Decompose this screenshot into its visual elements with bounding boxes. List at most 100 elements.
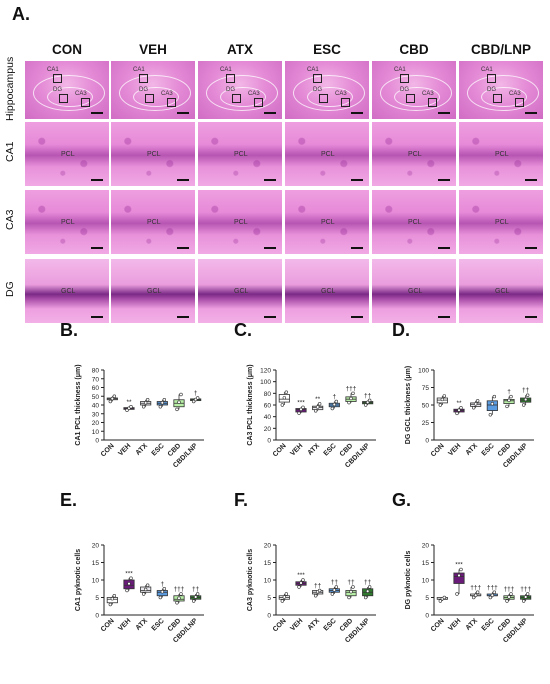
significance-mark: † (333, 394, 337, 401)
data-point (141, 405, 146, 409)
significance-mark: ††† (504, 586, 515, 593)
significance-mark: † (507, 389, 511, 396)
significance-mark: ††† (470, 584, 481, 591)
region-box (254, 98, 263, 107)
region-box (493, 94, 502, 103)
data-point (110, 597, 115, 601)
region-label: CA1 (307, 67, 319, 73)
micrograph-tile: PCL (371, 121, 457, 187)
y-tick-label: 50 (422, 403, 430, 410)
data-point (438, 403, 443, 407)
data-point (507, 398, 511, 403)
significance-mark: ** (456, 400, 462, 407)
micrograph-tile: PCL (284, 121, 370, 187)
y-tick-label: 20 (92, 420, 100, 427)
layer-label: PCL (321, 219, 335, 226)
micrograph-tile: PCL (458, 121, 544, 187)
y-tick-label: 0 (267, 613, 271, 620)
panel-letter: F. (234, 490, 248, 510)
scale-bar (351, 247, 363, 249)
y-tick-label: 100 (260, 379, 271, 386)
region-box (226, 74, 235, 83)
data-point (141, 592, 146, 596)
data-point (175, 601, 179, 605)
scale-bar (264, 247, 276, 249)
y-tick-label: 0 (95, 613, 99, 620)
data-point (459, 406, 463, 410)
data-point (112, 394, 117, 398)
data-point (297, 411, 301, 415)
data-point (492, 590, 497, 594)
data-point (505, 404, 509, 409)
x-tick-label: ATX (135, 442, 150, 457)
data-point (367, 398, 372, 403)
region-box (515, 98, 524, 107)
scale-bar (525, 247, 537, 249)
data-point (145, 398, 150, 402)
x-tick-label: VEH (447, 442, 462, 457)
y-tick-label: 10 (422, 578, 430, 585)
micrograph-tile: GCL (24, 258, 110, 324)
micrograph-tile: GCL (458, 258, 544, 324)
region-box (81, 98, 90, 107)
y-axis-label: CA3 PCL thickness (μm) (247, 364, 254, 445)
chart-panel-4: F. 0 5 10 15 20 CA3 pyknotic cells CON *** VEH †† A… (234, 490, 376, 644)
y-tick-label: 70 (92, 376, 100, 383)
data-point (442, 394, 447, 398)
data-point (179, 592, 183, 596)
data-point (129, 405, 133, 409)
group-header-1: VEH (139, 42, 167, 57)
panel-letter: C. (234, 320, 252, 340)
data-point (301, 405, 305, 410)
panel-letter: G. (392, 490, 411, 510)
data-point (162, 587, 167, 591)
significance-mark: †† (347, 579, 355, 586)
data-point (351, 585, 355, 589)
layer-label: PCL (234, 151, 248, 158)
scale-bar (438, 247, 450, 249)
region-label: DG (53, 87, 62, 93)
box-ESC (486, 400, 498, 411)
region-label: CA3 (422, 91, 434, 97)
chart-panel-1: C. 0 20 40 60 80 100 120 CA3 PCL thickness (μm) C… (234, 320, 376, 469)
data-point (315, 405, 320, 409)
data-point (313, 409, 318, 413)
scale-bar (91, 247, 103, 249)
y-tick-label: 15 (422, 560, 430, 567)
layer-label: PCL (61, 219, 75, 226)
region-box (313, 74, 322, 83)
x-tick-label: VEH (289, 442, 304, 457)
scale-bar (264, 316, 276, 318)
region-box (145, 94, 154, 103)
data-point (330, 406, 335, 411)
y-axis-label: CA1 pyknotic cells (75, 549, 82, 611)
data-point (349, 396, 353, 401)
data-point (351, 391, 355, 396)
data-point (280, 403, 285, 407)
data-point (488, 595, 493, 600)
significance-mark: ††† (174, 586, 185, 593)
x-tick-label: CON (100, 442, 116, 458)
region-label: CA3 (509, 91, 521, 97)
x-tick-label: ATX (465, 617, 480, 632)
scale-bar (438, 112, 450, 114)
y-tick-label: 5 (267, 595, 271, 602)
region-label: CA1 (481, 67, 493, 73)
data-point (191, 399, 196, 404)
data-point (365, 589, 370, 593)
y-tick-label: 10 (264, 578, 272, 585)
group-header-2: ATX (227, 42, 253, 57)
significance-mark: ††† (487, 584, 498, 591)
significance-mark: †† (522, 387, 530, 394)
data-point (471, 406, 476, 410)
layer-label: GCL (321, 288, 336, 295)
micrograph-tile: PCL (110, 189, 196, 255)
x-tick-label: CON (430, 617, 446, 633)
x-tick-label: ESC (481, 617, 496, 632)
data-point (125, 588, 129, 593)
data-point (488, 413, 493, 417)
data-point (158, 405, 163, 409)
layer-label: GCL (147, 288, 162, 295)
scale-bar (264, 112, 276, 114)
